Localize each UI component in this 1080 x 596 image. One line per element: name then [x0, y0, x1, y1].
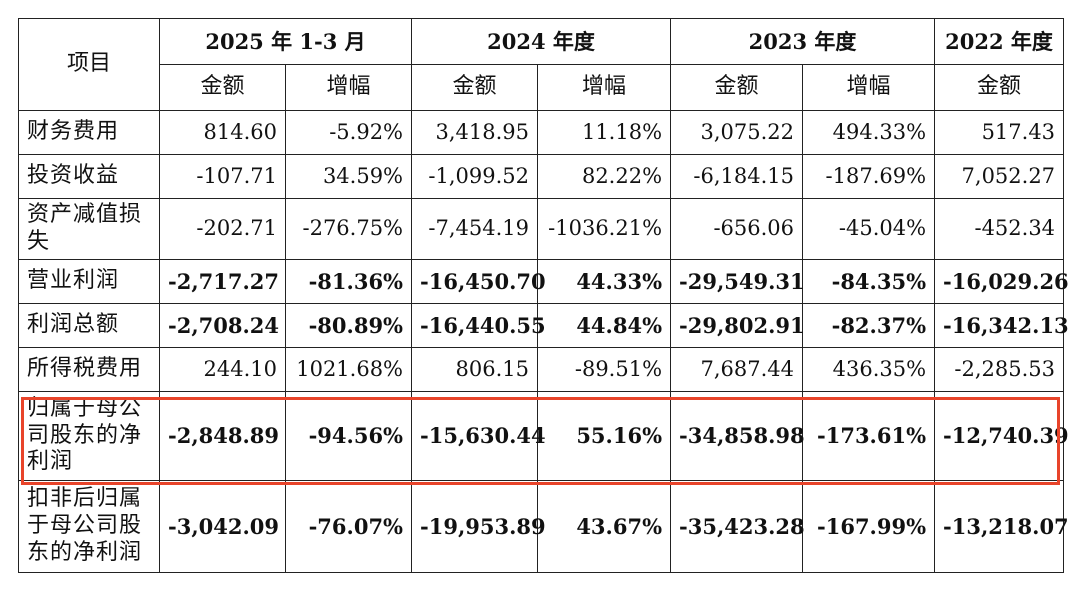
amount-cell: -29,802.91 — [670, 303, 805, 348]
amount-cell: -16,029.26 — [934, 259, 1069, 304]
amount-cell: -15,630.44 — [411, 391, 546, 481]
amount-cell: -7,454.19 — [411, 198, 539, 260]
amount-cell: -202.71 — [159, 198, 286, 260]
row-label: 资产减值损失 — [18, 198, 160, 260]
growth-cell: 44.84% — [537, 303, 672, 348]
table-row: 营业利润 -2,717.27 -81.36% -16,450.70 44.33% -29,… — [18, 259, 1069, 304]
amount-cell: 244.10 — [159, 347, 286, 392]
growth-cell: -84.35% — [802, 259, 936, 304]
amount-cell: -452.34 — [934, 198, 1065, 260]
header-amount: 金额 — [159, 64, 286, 111]
header-growth: 增幅 — [802, 64, 936, 111]
header-amount: 金额 — [411, 64, 539, 111]
amount-cell: 3,418.95 — [411, 110, 539, 155]
growth-cell: 34.59% — [284, 154, 413, 199]
amount-cell: -2,717.27 — [159, 259, 286, 304]
amount-cell: 806.15 — [411, 347, 539, 392]
amount-cell: -656.06 — [670, 198, 804, 260]
growth-cell: -5.92% — [284, 110, 413, 155]
header-amount: 金额 — [934, 64, 1065, 111]
growth-cell: 494.33% — [802, 110, 936, 155]
amount-cell: 7,687.44 — [670, 347, 804, 392]
row-label: 所得税费用 — [18, 347, 160, 392]
growth-cell: 11.18% — [537, 110, 672, 155]
header-growth: 增幅 — [537, 64, 672, 111]
row-label: 财务费用 — [18, 110, 160, 155]
growth-cell: -94.56% — [284, 391, 413, 481]
amount-cell: -16,450.70 — [411, 259, 546, 304]
amount-cell: -107.71 — [159, 154, 286, 199]
header-period-2022: 2022 年度 — [934, 18, 1065, 65]
growth-cell: -1036.21% — [537, 198, 672, 260]
header-period-2025q1: 2025 年 1-3 月 — [158, 18, 413, 65]
header-period-2024: 2024 年度 — [411, 18, 672, 65]
table-body: 财务费用 814.60 -5.92% 3,418.95 11.18% 3,075.22 49… — [18, 110, 1069, 573]
amount-cell: -2,848.89 — [159, 391, 286, 481]
amount-cell: -6,184.15 — [670, 154, 804, 199]
growth-cell: 44.33% — [537, 259, 672, 304]
table-row: 所得税费用 244.10 1021.68% 806.15 -89.51% 7,687.44… — [18, 347, 1065, 392]
growth-cell: 436.35% — [802, 347, 936, 392]
amount-cell: -12,740.39 — [934, 391, 1069, 481]
growth-cell: -82.37% — [802, 303, 936, 348]
financial-table: 项目 2025 年 1-3 月 2024 年度 2023 年度 2022 年度 … — [18, 18, 1069, 573]
header-period-2023: 2023 年度 — [670, 18, 936, 65]
growth-cell: -167.99% — [802, 480, 936, 573]
table-row: 财务费用 814.60 -5.92% 3,418.95 11.18% 3,075.22 49… — [18, 110, 1065, 155]
header-item: 项目 — [18, 18, 160, 111]
header-row-metrics: 金额 增幅 金额 增幅 金额 增幅 金额 — [19, 64, 1065, 111]
table-row: 归属于母公司股东的净利润 -2,848.89 -94.56% -15,630.44 55… — [18, 391, 1069, 481]
amount-cell: -19,953.89 — [411, 480, 546, 573]
header-row-periods: 项目 2025 年 1-3 月 2024 年度 2023 年度 2022 年度 — [18, 18, 1065, 111]
header-growth: 增幅 — [284, 64, 413, 111]
growth-cell: -81.36% — [284, 259, 413, 304]
growth-cell: 1021.68% — [284, 347, 413, 392]
growth-cell: 82.22% — [537, 154, 672, 199]
table-row: 资产减值损失 -202.71 -276.75% -7,454.19 -1036.21% -… — [18, 198, 1065, 260]
amount-cell: -1,099.52 — [411, 154, 539, 199]
amount-cell: -2,285.53 — [934, 347, 1065, 392]
growth-cell: -45.04% — [802, 198, 936, 260]
growth-cell: 55.16% — [537, 391, 672, 481]
header-amount: 金额 — [670, 64, 804, 111]
growth-cell: -80.89% — [284, 303, 413, 348]
row-label: 投资收益 — [18, 154, 160, 199]
row-label: 归属于母公司股东的净利润 — [18, 391, 160, 481]
amount-cell: -29,549.31 — [670, 259, 805, 304]
amount-cell: -16,440.55 — [411, 303, 546, 348]
growth-cell: 43.67% — [537, 480, 672, 573]
amount-cell: -35,423.28 — [670, 480, 805, 573]
growth-cell: -89.51% — [537, 347, 672, 392]
amount-cell: -16,342.13 — [934, 303, 1069, 348]
amount-cell: 517.43 — [934, 110, 1065, 155]
amount-cell: -13,218.07 — [934, 480, 1069, 573]
row-label: 利润总额 — [18, 303, 160, 348]
growth-cell: -187.69% — [802, 154, 936, 199]
amount-cell: -34,858.98 — [670, 391, 805, 481]
amount-cell: 7,052.27 — [934, 154, 1065, 199]
table-row: 利润总额 -2,708.24 -80.89% -16,440.55 44.84% -29,… — [18, 303, 1069, 348]
table-row: 扣非后归属于母公司股东的净利润 -3,042.09 -76.07% -19,953.8… — [18, 480, 1069, 573]
amount-cell: 814.60 — [159, 110, 286, 155]
row-label: 扣非后归属于母公司股东的净利润 — [18, 480, 160, 573]
amount-cell: 3,075.22 — [670, 110, 804, 155]
growth-cell: -276.75% — [284, 198, 413, 260]
amount-cell: -2,708.24 — [159, 303, 286, 348]
row-label: 营业利润 — [18, 259, 160, 304]
growth-cell: -173.61% — [802, 391, 936, 481]
growth-cell: -76.07% — [284, 480, 413, 573]
amount-cell: -3,042.09 — [159, 480, 286, 573]
table-row: 投资收益 -107.71 34.59% -1,099.52 82.22% -6,184.1… — [18, 154, 1065, 199]
